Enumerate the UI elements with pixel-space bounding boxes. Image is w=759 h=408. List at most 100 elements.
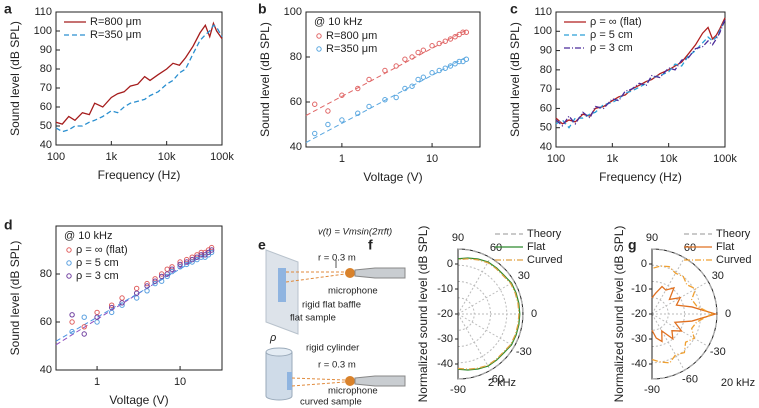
point (94, 314, 100, 320)
point (429, 70, 435, 76)
y-tick-label: 60 (290, 96, 302, 108)
cylinder-shape (265, 352, 293, 401)
y-tick-label: 80 (40, 268, 52, 280)
point (402, 56, 408, 62)
y-axis-label: Normalized sound level (dB SPL) (612, 226, 626, 403)
y-tick-label: 80 (290, 51, 302, 63)
point (325, 121, 331, 128)
y-tick-label: 40 (540, 141, 552, 153)
point (415, 76, 421, 83)
point (456, 58, 462, 65)
y-tick-label: 0 (641, 258, 647, 270)
x-tick-label: 10 (426, 153, 438, 165)
y-tick-label: 50 (40, 120, 52, 132)
y-tick-label: -30 (437, 333, 453, 345)
point (447, 36, 454, 42)
annotation: @ 10 kHz (314, 16, 362, 28)
legend-label: R=350 μm (90, 29, 141, 41)
point (81, 314, 87, 320)
x-tick-label: 1k (607, 153, 619, 165)
series-line (651, 265, 714, 364)
point (393, 63, 399, 69)
annotation: 20 kHz (721, 377, 755, 389)
microphone-head (345, 268, 355, 278)
point (108, 304, 115, 311)
x-tick-label: 1 (94, 376, 100, 388)
y-tick-label: 80 (40, 63, 52, 75)
plot-frame (55, 11, 223, 146)
baffle-label: rigid flat baffle (302, 300, 361, 311)
sample-label: flat sample (290, 313, 336, 324)
legend-label: R=350 μm (326, 43, 377, 55)
point (366, 76, 372, 83)
point (420, 74, 427, 80)
point (409, 54, 415, 60)
point (119, 295, 125, 301)
fit-line (55, 249, 209, 346)
series-line (55, 24, 223, 133)
point (436, 40, 442, 47)
y-axis-label: Sound level (dB SPL) (8, 21, 22, 136)
angle-label: -60 (488, 374, 504, 386)
sound-path (291, 381, 346, 387)
y-tick-label: -20 (631, 308, 647, 320)
series-line (651, 248, 718, 380)
curved-sample-shape (287, 372, 292, 390)
x-tick-label: 100k (713, 153, 737, 165)
x-axis-label: Frequency (Hz) (599, 170, 682, 184)
microphone-label: microphone (328, 386, 378, 397)
legend-label: R=800 μm (90, 16, 141, 28)
panel-letter: a (4, 1, 12, 17)
x-tick-label: 1 (339, 153, 345, 165)
point (402, 85, 408, 92)
y-tick-label: -40 (437, 358, 453, 370)
point (409, 83, 415, 89)
x-tick-label: 1k (106, 151, 118, 163)
y-tick-label: 100 (34, 25, 52, 37)
distance-label: r = 0.3 m (318, 253, 356, 264)
point (382, 97, 388, 103)
y-tick-label: 60 (40, 316, 52, 328)
microphone-head (345, 376, 355, 386)
point (108, 302, 115, 308)
point (189, 256, 195, 263)
panel-letter: d (4, 217, 13, 233)
x-axis-label: Voltage (V) (109, 393, 168, 407)
cylinder-label: rigid cylinder (306, 343, 359, 354)
point (169, 266, 175, 272)
angle-label: -90 (450, 384, 466, 396)
point (183, 259, 190, 265)
y-tick-label: 70 (540, 83, 552, 95)
point (312, 130, 318, 137)
point (108, 309, 115, 316)
series-line (55, 21, 223, 125)
y-tick-label: 50 (540, 122, 552, 134)
point (420, 47, 427, 53)
microphone-body (354, 375, 406, 387)
legend-swatch (316, 46, 322, 52)
angle-grid (457, 313, 491, 371)
series-line (457, 257, 521, 371)
legend-label: ρ = 3 cm (590, 42, 633, 54)
cylinder-top (265, 347, 293, 357)
point (456, 31, 462, 38)
point (81, 331, 87, 337)
point (158, 271, 165, 277)
microphone-label: microphone (328, 286, 378, 297)
angle-label: 30 (518, 270, 530, 282)
x-axis-label: Frequency (Hz) (98, 168, 181, 182)
y-axis-label: Sound level (dB SPL) (258, 22, 272, 137)
y-tick-label: -10 (631, 283, 647, 295)
point (133, 295, 140, 301)
point (194, 254, 200, 260)
legend-label: Theory (716, 228, 751, 240)
angle-label: 60 (684, 242, 696, 254)
y-tick-label: 40 (290, 141, 302, 153)
point (152, 278, 158, 284)
point (198, 252, 204, 258)
angle-grid (457, 257, 491, 315)
x-tick-label: 10k (158, 151, 176, 163)
y-tick-label: 110 (34, 6, 52, 18)
x-tick-label: 100k (210, 151, 234, 163)
